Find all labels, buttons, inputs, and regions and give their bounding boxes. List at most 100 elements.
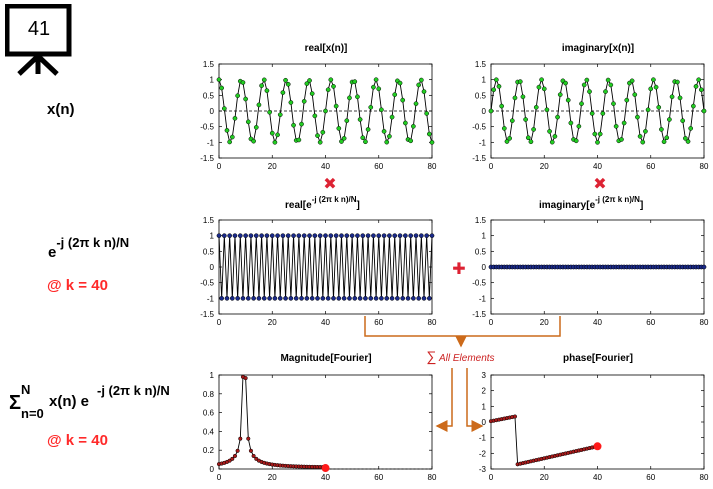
real-kernel-point [429,233,435,239]
real-x-point [416,82,422,88]
magnitude-point [246,436,251,441]
real-x-point [312,113,318,119]
real-x-point [288,100,294,105]
real-x-point [424,111,430,116]
imag-x-point [584,77,590,83]
real-kernel-point [355,233,360,239]
real-kernel-point [267,295,272,301]
imag-x-point [592,131,598,137]
x-tick-label: 60 [646,162,655,171]
magnitude-point [232,453,238,459]
y-tick-label: -1 [479,434,487,443]
x-tick-label: 20 [268,162,277,171]
real-kernel-line [218,235,433,299]
chart-real-kernel: 0 20 40 60 80 1.5 1 0.5 0 -0.5 -1 -1.5 [200,216,437,327]
x-tick-label: 80 [428,318,437,327]
y-tick-label: 0.8 [203,390,215,399]
y-tick-label: 0 [210,465,215,474]
y-tick-label: -1 [207,138,215,147]
y-tick-label: -0.5 [200,123,214,132]
real-kernel-point [280,233,286,239]
imag-x-point [624,97,630,103]
real-x-point [360,135,366,141]
real-x-point [256,102,262,108]
imag-x-point [488,108,494,114]
real-kernel-point [323,233,328,239]
real-x-point [285,81,291,87]
imag-x-point [491,87,497,93]
real-x-point [216,77,222,83]
imag-x-point [568,120,574,126]
magnitude-point [248,448,253,453]
title-real-kernel-a: real[e [285,200,312,211]
real-kernel-point [235,295,240,301]
real-kernel-point [291,233,296,239]
real-kernel-point [395,295,400,301]
real-x-point [283,77,288,83]
real-kernel-point [312,233,318,239]
imag-x-point [589,111,595,116]
real-x-point [339,139,344,144]
imag-x-point [669,94,675,100]
real-kernel-point [261,295,267,301]
y-tick-label: 1.5 [475,60,487,69]
y-tick-label: 0.5 [203,91,215,100]
y-tick-label: 1 [482,76,487,85]
chart-imag-x: 0 20 40 60 80 1.5 1 0.5 0 -0.5 -1 -1.5 [472,60,709,171]
title-real-kernel: real[e-j (2π k n)/N] [285,195,360,211]
real-kernel-point [272,295,278,301]
real-kernel-point [424,233,430,239]
real-kernel-point [253,233,259,239]
real-kernel-point [360,233,366,239]
real-x-point [304,81,310,87]
x-tick-label: 20 [268,318,277,327]
real-x-point [272,139,278,145]
k-value-label-2: @ k = 40 [47,432,108,449]
x-tick-label: 0 [489,162,494,171]
imag-x-point [691,103,696,109]
real-x-point [344,118,350,124]
y-tick-label: 3 [482,371,487,380]
phase-point [512,414,518,419]
imag-x-point [512,95,518,101]
x-tick-label: 40 [321,473,330,482]
real-x-point [221,106,227,111]
y-tick-label: 2 [482,387,487,396]
x-tick-label: 60 [646,318,655,327]
x-tick-label: 0 [489,318,494,327]
y-tick-label: 1 [210,371,215,380]
real-x-point [413,101,419,107]
chart-imag-kernel: 0 20 40 60 80 1.5 1 0.5 0 -0.5 -1 -1.5 [472,216,709,327]
imag-x-point [528,139,534,145]
real-kernel-point [405,295,411,301]
title-imag-x: imaginary[x(n)] [562,43,634,54]
kernel-exponent: -j (2π k n)/N [56,235,130,250]
real-x-point [243,96,248,102]
real-kernel-point [426,295,432,301]
real-x-point [328,77,334,83]
real-kernel-point [227,233,232,239]
magnitude-point [243,376,248,381]
y-tick-label: 0 [210,107,215,116]
sum-body-exponent: -j (2π k n)/N [97,383,170,398]
imag-x-point [664,135,670,141]
imag-x-point [597,131,603,137]
real-x-point [331,84,336,89]
imag-x-point [595,139,600,145]
imag-x-point [587,89,592,94]
x-tick-label: 40 [321,162,330,171]
real-x-point [229,134,235,140]
real-kernel-point [283,295,288,301]
real-x-point [347,95,352,101]
imag-x-point [496,84,502,89]
imag-x-point [493,77,499,83]
real-x-point [280,90,286,95]
real-x-point [389,114,395,120]
sum-body: x(n) e [49,393,90,410]
real-kernel-point [392,233,398,239]
real-x-point [341,135,347,141]
y-tick-label: 0 [482,418,487,427]
real-kernel-point [387,233,392,239]
real-kernel-point [339,233,344,239]
real-x-point [336,126,342,131]
